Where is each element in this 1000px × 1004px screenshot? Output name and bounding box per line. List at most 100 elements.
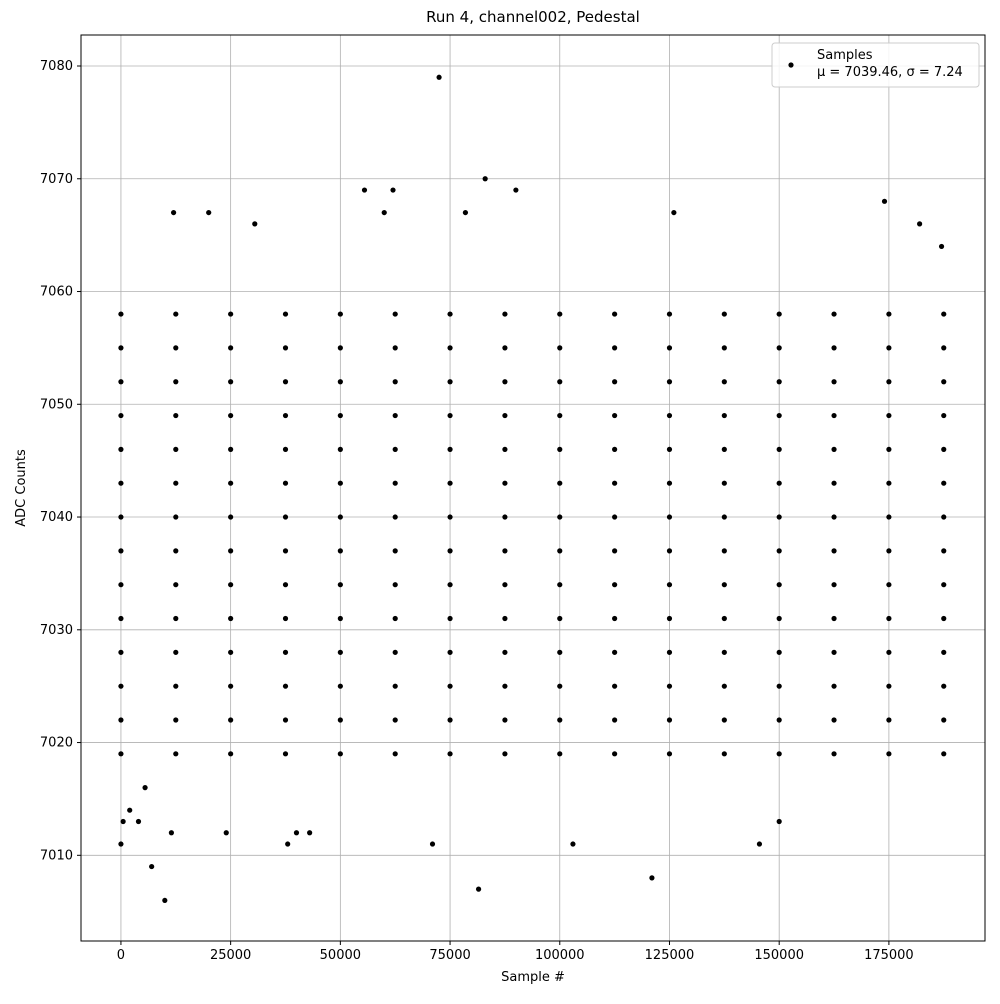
point	[170, 209, 177, 216]
point	[228, 311, 234, 317]
point	[447, 717, 453, 723]
point	[666, 412, 673, 419]
point	[337, 751, 343, 757]
point	[118, 548, 124, 554]
point	[776, 717, 782, 723]
point	[173, 683, 179, 689]
point	[941, 751, 947, 757]
x-tick-label: 75000	[429, 948, 470, 963]
point	[392, 615, 398, 622]
chart-title: Run 4, channel002, Pedestal	[426, 8, 640, 26]
point	[173, 582, 179, 588]
point	[557, 345, 563, 351]
point	[502, 649, 508, 655]
point	[282, 345, 289, 351]
point	[228, 751, 234, 757]
point	[886, 345, 892, 351]
point	[881, 198, 888, 204]
point	[337, 582, 343, 588]
point	[361, 187, 368, 193]
point	[886, 311, 892, 317]
point	[886, 649, 892, 655]
point	[612, 615, 618, 622]
point	[120, 818, 126, 825]
point	[721, 548, 727, 554]
point	[173, 345, 179, 351]
point	[941, 480, 947, 486]
point	[513, 187, 519, 193]
point	[337, 480, 343, 486]
y-tick-label: 7010	[40, 848, 73, 863]
point	[776, 311, 782, 317]
point	[282, 582, 289, 588]
point	[666, 345, 673, 351]
point	[502, 379, 508, 385]
x-axis-label: Sample #	[501, 970, 565, 985]
point	[228, 480, 234, 486]
legend-label: Samples	[817, 48, 873, 63]
x-tick-label: 175000	[864, 948, 914, 963]
point	[557, 311, 563, 317]
point	[721, 514, 727, 520]
point	[886, 548, 892, 554]
point	[612, 480, 618, 486]
point	[502, 345, 508, 351]
point	[776, 751, 782, 757]
point	[282, 480, 289, 486]
point	[392, 446, 398, 452]
point	[502, 548, 508, 554]
point	[282, 412, 289, 419]
point	[173, 548, 179, 554]
point	[721, 683, 727, 689]
point	[462, 209, 469, 216]
point	[447, 446, 453, 452]
point	[337, 649, 343, 655]
point	[941, 582, 947, 588]
point	[447, 311, 453, 317]
point	[666, 379, 673, 385]
point	[118, 345, 124, 351]
point	[721, 412, 727, 419]
legend-box	[771, 42, 980, 88]
point	[282, 751, 289, 757]
point	[831, 615, 837, 622]
point	[721, 751, 727, 757]
x-tick-label: 25000	[210, 948, 251, 963]
point	[118, 683, 124, 689]
point	[776, 480, 782, 486]
point	[337, 412, 343, 419]
point	[168, 830, 174, 836]
legend-note: μ = 7039.46, σ = 7.24	[817, 65, 963, 80]
point	[666, 514, 673, 520]
point	[886, 446, 892, 452]
point	[666, 615, 673, 622]
point	[557, 582, 563, 588]
point	[173, 480, 179, 486]
point	[173, 379, 179, 385]
point	[118, 379, 124, 385]
point	[666, 548, 673, 554]
point	[502, 514, 508, 520]
point	[293, 830, 300, 836]
point	[502, 683, 508, 689]
point	[282, 717, 289, 723]
point	[337, 345, 343, 351]
point	[337, 548, 343, 554]
point	[941, 379, 947, 385]
point	[447, 751, 453, 757]
point	[557, 615, 563, 622]
point	[671, 209, 677, 216]
point	[776, 615, 782, 622]
point	[502, 615, 508, 622]
point	[392, 480, 398, 486]
point	[721, 345, 727, 351]
point	[831, 379, 837, 385]
point	[173, 717, 179, 723]
point	[173, 446, 179, 452]
y-tick-label: 7060	[40, 285, 73, 300]
point	[307, 830, 313, 836]
point	[612, 751, 618, 757]
point	[557, 412, 563, 419]
y-tick-label: 7070	[40, 172, 73, 187]
